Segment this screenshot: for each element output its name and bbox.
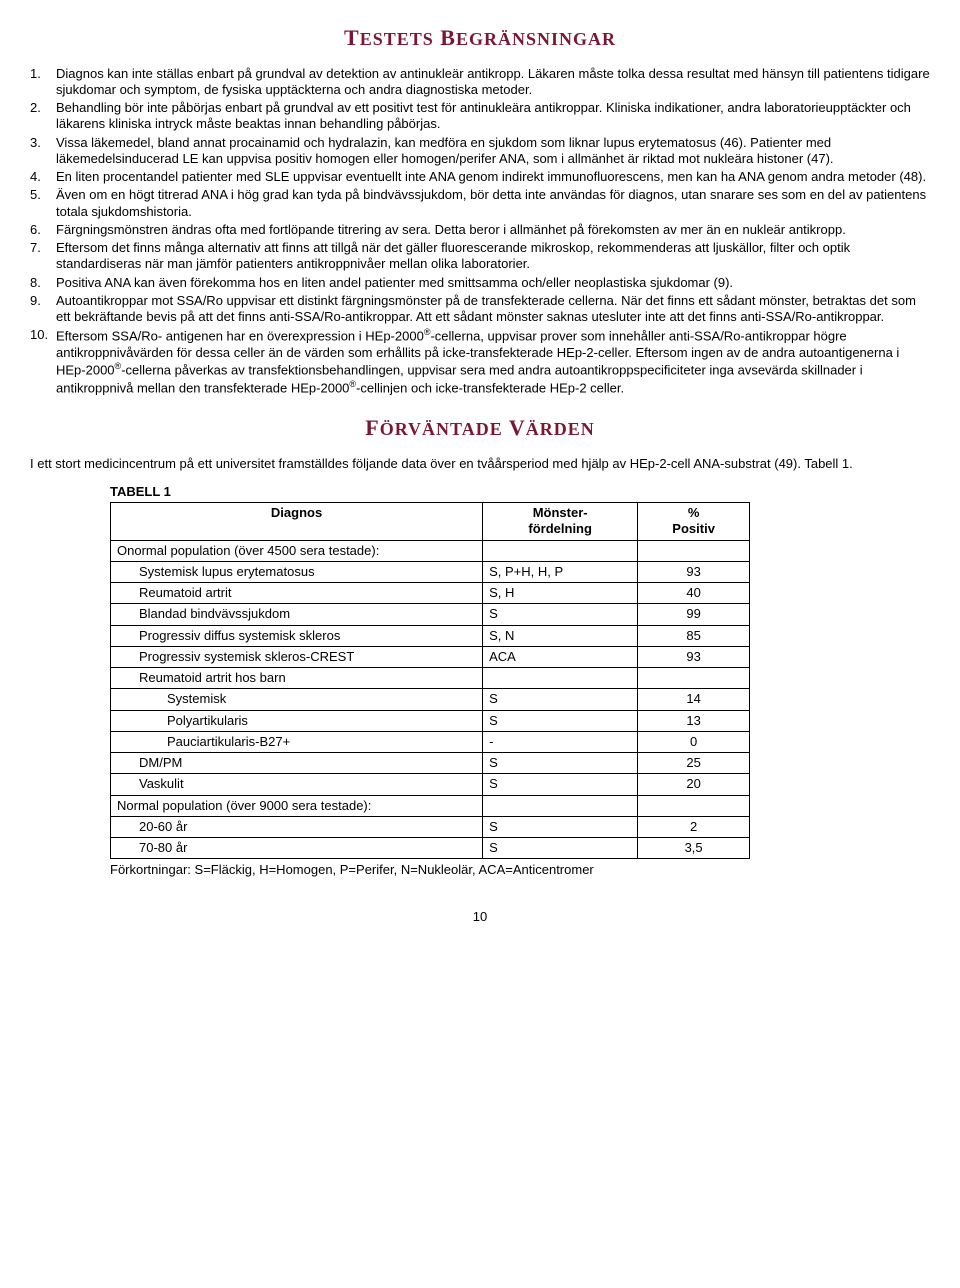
cell-pattern: S, P+H, H, P: [483, 561, 638, 582]
limitation-item: Autoantikroppar mot SSA/Ro uppvisar ett …: [30, 293, 930, 326]
table-row: SystemiskS14: [111, 689, 750, 710]
cell-pos: 0: [638, 731, 750, 752]
heading-expected-values: FÖRVÄNTADE VÄRDEN: [30, 414, 930, 442]
table-1: DiagnosMönster-fördelning%Positiv Onormal…: [110, 502, 750, 859]
cell-pattern: S, N: [483, 625, 638, 646]
cell-label: Progressiv systemisk skleros-CREST: [111, 646, 483, 667]
cell-pos: 3,5: [638, 838, 750, 859]
cell-pos: 2: [638, 816, 750, 837]
cell-pattern: [483, 540, 638, 561]
cell-pos: 25: [638, 753, 750, 774]
col-diagnos: Diagnos: [111, 503, 483, 541]
limitation-item: Eftersom det finns många alternativ att …: [30, 240, 930, 273]
cell-label: Reumatoid artrit hos barn: [111, 668, 483, 689]
table-row: VaskulitS20: [111, 774, 750, 795]
table-row: Normal population (över 9000 sera testad…: [111, 795, 750, 816]
cell-label: DM/PM: [111, 753, 483, 774]
table-row: DM/PMS25: [111, 753, 750, 774]
limitation-item: Diagnos kan inte ställas enbart på grund…: [30, 66, 930, 99]
page-number: 10: [30, 909, 930, 925]
table-row: Reumatoid artrit hos barn: [111, 668, 750, 689]
limitation-item: Vissa läkemedel, bland annat procainamid…: [30, 135, 930, 168]
table-1-wrap: TABELL 1 DiagnosMönster-fördelning%Posit…: [110, 484, 930, 879]
cell-pattern: S: [483, 838, 638, 859]
cell-label: Progressiv diffus systemisk skleros: [111, 625, 483, 646]
limitations-list: Diagnos kan inte ställas enbart på grund…: [30, 66, 930, 397]
cell-pos: 20: [638, 774, 750, 795]
cell-pattern: [483, 795, 638, 816]
table-1-title: TABELL 1: [110, 484, 930, 500]
cell-label: 70-80 år: [111, 838, 483, 859]
cell-pattern: S: [483, 689, 638, 710]
table-row: PolyartikularisS13: [111, 710, 750, 731]
col-pattern: Mönster-fördelning: [483, 503, 638, 541]
cell-pos: [638, 540, 750, 561]
cell-label: 20-60 år: [111, 816, 483, 837]
cell-label: Blandad bindvävssjukdom: [111, 604, 483, 625]
col-positiv: %Positiv: [638, 503, 750, 541]
limitation-item: Behandling bör inte påbörjas enbart på g…: [30, 100, 930, 133]
limitation-item: Även om en högt titrerad ANA i hög grad …: [30, 187, 930, 220]
cell-pattern: S: [483, 753, 638, 774]
cell-pos: 40: [638, 583, 750, 604]
cell-label: Vaskulit: [111, 774, 483, 795]
expected-values-intro: I ett stort medicincentrum på ett univer…: [30, 456, 930, 472]
cell-label: Normal population (över 9000 sera testad…: [111, 795, 483, 816]
cell-pattern: S, H: [483, 583, 638, 604]
cell-pattern: S: [483, 710, 638, 731]
cell-pattern: S: [483, 816, 638, 837]
table-row: Progressiv systemisk skleros-CRESTACA93: [111, 646, 750, 667]
table-row: Systemisk lupus erytematosusS, P+H, H, P…: [111, 561, 750, 582]
cell-pos: [638, 668, 750, 689]
cell-label: Onormal population (över 4500 sera testa…: [111, 540, 483, 561]
cell-pattern: S: [483, 774, 638, 795]
cell-pos: 13: [638, 710, 750, 731]
cell-pos: 85: [638, 625, 750, 646]
table-row: Reumatoid artritS, H40: [111, 583, 750, 604]
table-row: Pauciartikularis-B27+-0: [111, 731, 750, 752]
cell-label: Systemisk lupus erytematosus: [111, 561, 483, 582]
table-1-footnote: Förkortningar: S=Fläckig, H=Homogen, P=P…: [110, 862, 750, 878]
cell-pattern: -: [483, 731, 638, 752]
cell-label: Polyartikularis: [111, 710, 483, 731]
cell-pos: [638, 795, 750, 816]
table-row: 20-60 årS2: [111, 816, 750, 837]
cell-pos: 14: [638, 689, 750, 710]
cell-label: Pauciartikularis-B27+: [111, 731, 483, 752]
cell-pattern: S: [483, 604, 638, 625]
limitation-item: Färgningsmönstren ändras ofta med fortlö…: [30, 222, 930, 238]
table-row: Progressiv diffus systemisk sklerosS, N8…: [111, 625, 750, 646]
cell-pattern: [483, 668, 638, 689]
cell-pos: 93: [638, 561, 750, 582]
limitation-item: En liten procentandel patienter med SLE …: [30, 169, 930, 185]
heading-limitations: TESTETS BEGRÄNSNINGAR: [30, 24, 930, 52]
limitation-item: Eftersom SSA/Ro- antigenen har en överex…: [30, 327, 930, 396]
cell-pos: 93: [638, 646, 750, 667]
limitation-item: Positiva ANA kan även förekomma hos en l…: [30, 275, 930, 291]
table-row: Onormal population (över 4500 sera testa…: [111, 540, 750, 561]
cell-pattern: ACA: [483, 646, 638, 667]
cell-label: Reumatoid artrit: [111, 583, 483, 604]
table-row: Blandad bindvävssjukdomS99: [111, 604, 750, 625]
cell-label: Systemisk: [111, 689, 483, 710]
cell-pos: 99: [638, 604, 750, 625]
table-row: 70-80 årS3,5: [111, 838, 750, 859]
